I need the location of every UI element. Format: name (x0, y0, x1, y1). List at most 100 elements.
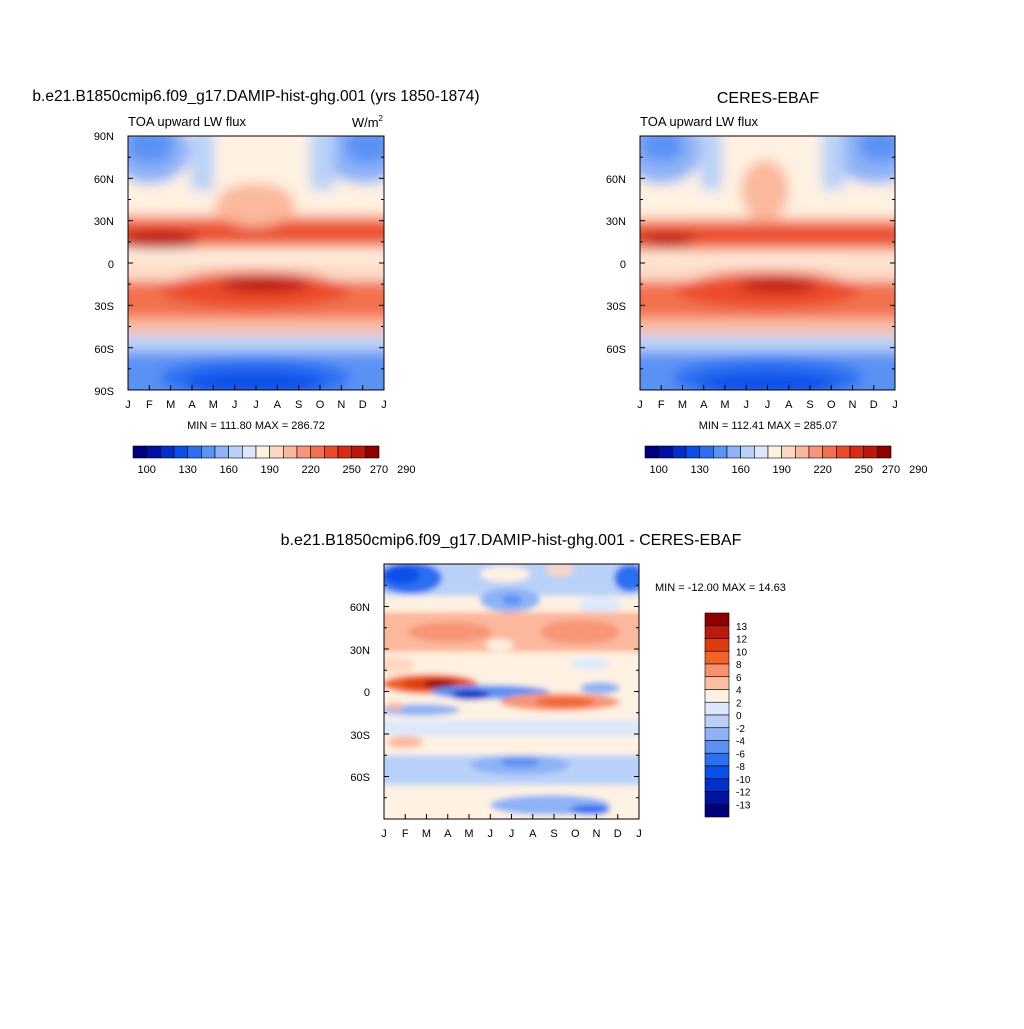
colorbar-label: 250 (854, 464, 872, 476)
colorbar-swatch (644, 445, 659, 459)
colorbar-swatch (685, 445, 700, 459)
tick-label: 90N (94, 131, 114, 143)
x-tick-label: S (806, 399, 813, 411)
colorbar-label: 270 (882, 464, 900, 476)
colorbar-label: -6 (736, 749, 745, 760)
diff-panel: b.e21.B1850cmip6.f09_g17.DAMIP-hist-ghg.… (281, 532, 786, 840)
colorbar-swatch (201, 445, 216, 459)
colorbar-swatch (228, 445, 243, 459)
obs-field (640, 136, 895, 390)
x-tick-label: J (509, 828, 515, 840)
obs-y-ticks: 60N 30N 0 30S 60S (606, 174, 626, 356)
colorbar-label: 290 (909, 464, 927, 476)
colorbar-label: -12 (736, 788, 751, 799)
colorbar-label: 13 (736, 622, 748, 633)
tick-label: 30N (606, 216, 626, 228)
colorbar-label: 2 (736, 698, 742, 709)
x-tick-label: J (636, 828, 642, 840)
tick-label: 60S (606, 344, 626, 356)
colorbar-label: 220 (301, 464, 319, 476)
colorbar-swatch (704, 612, 730, 627)
colorbar-swatch (310, 445, 325, 459)
x-tick-label: N (849, 399, 857, 411)
model-field (128, 136, 384, 390)
colorbar-label: -13 (736, 800, 751, 811)
diff-y-ticks: 60N 30N 0 30S 60S (350, 602, 370, 784)
colorbar-swatch (849, 445, 864, 459)
tick-label: 60S (94, 344, 114, 356)
diff-minmax: MIN = -12.00 MAX = 14.63 (655, 582, 786, 594)
colorbar-swatch (795, 445, 810, 459)
model-units-label: W/m2 (352, 114, 384, 130)
x-tick-label: F (146, 399, 153, 411)
x-tick-label: N (337, 399, 345, 411)
x-tick-label: M (422, 828, 431, 840)
obs-colorbar: 100 130 160 190 220 250 270 290 (644, 445, 928, 476)
colorbar-swatch (296, 445, 311, 459)
colorbar-label: 6 (736, 673, 742, 684)
model-minmax: MIN = 111.80 MAX = 286.72 (187, 420, 325, 432)
colorbar-label: 160 (731, 464, 749, 476)
x-tick-label: A (700, 399, 708, 411)
colorbar-swatch (324, 445, 339, 459)
obs-panel: CERES-EBAF TOA upward LW flux (606, 90, 928, 476)
x-tick-label: S (295, 399, 302, 411)
colorbar-swatch (351, 445, 366, 459)
x-tick-label: A (188, 399, 196, 411)
colorbar-label: 290 (397, 464, 415, 476)
colorbar-label: 160 (219, 464, 237, 476)
x-tick-label: O (316, 399, 325, 411)
x-tick-label: N (593, 828, 601, 840)
x-tick-label: D (614, 828, 622, 840)
colorbar-label: 130 (178, 464, 196, 476)
colorbar-swatch (754, 445, 769, 459)
colorbar-swatch (160, 445, 175, 459)
x-tick-label: D (359, 399, 367, 411)
colorbar-swatch (704, 803, 730, 818)
tick-label: 30N (350, 645, 370, 657)
colorbar-swatch (704, 740, 730, 754)
colorbar-swatch (836, 445, 851, 459)
tick-label: 30N (94, 216, 114, 228)
colorbar-swatch (283, 445, 298, 459)
colorbar-swatch (704, 701, 730, 716)
diff-title: b.e21.B1850cmip6.f09_g17.DAMIP-hist-ghg.… (281, 532, 742, 549)
x-tick-label: J (381, 399, 387, 411)
colorbar-label: 100 (649, 464, 667, 476)
x-tick-label: S (550, 828, 557, 840)
obs-minmax: MIN = 112.41 MAX = 285.07 (699, 420, 838, 432)
tick-label: 30S (94, 301, 114, 313)
tick-label: 0 (108, 259, 114, 271)
colorbar-swatch (704, 714, 730, 729)
colorbar-label: 10 (736, 647, 748, 658)
colorbar-swatch (242, 445, 257, 459)
x-tick-label: D (870, 399, 878, 411)
colorbar-label: 8 (736, 660, 742, 671)
colorbar-swatch (699, 445, 714, 459)
colorbar-swatch (269, 445, 284, 459)
colorbar-swatch (255, 445, 270, 459)
colorbar-swatch (704, 727, 730, 741)
colorbar-swatch (704, 752, 730, 767)
colorbar-label: 190 (772, 464, 790, 476)
colorbar-label: 220 (813, 464, 831, 476)
colorbar-swatch (337, 445, 352, 459)
colorbar-label: 12 (736, 635, 748, 646)
colorbar-swatch (132, 445, 147, 459)
colorbar-swatch (767, 445, 782, 459)
x-tick-label: M (678, 399, 687, 411)
colorbar-swatch (214, 445, 229, 459)
x-tick-label: O (827, 399, 836, 411)
tick-label: 60S (350, 772, 370, 784)
colorbar-swatch (808, 445, 823, 459)
obs-left-label: TOA upward LW flux (640, 114, 759, 129)
colorbar-swatch (726, 445, 741, 459)
x-tick-label: A (274, 399, 282, 411)
colorbar-swatch (704, 765, 730, 780)
tick-label: 30S (350, 730, 370, 742)
colorbar-label: 130 (690, 464, 708, 476)
colorbar-swatch (713, 445, 728, 459)
